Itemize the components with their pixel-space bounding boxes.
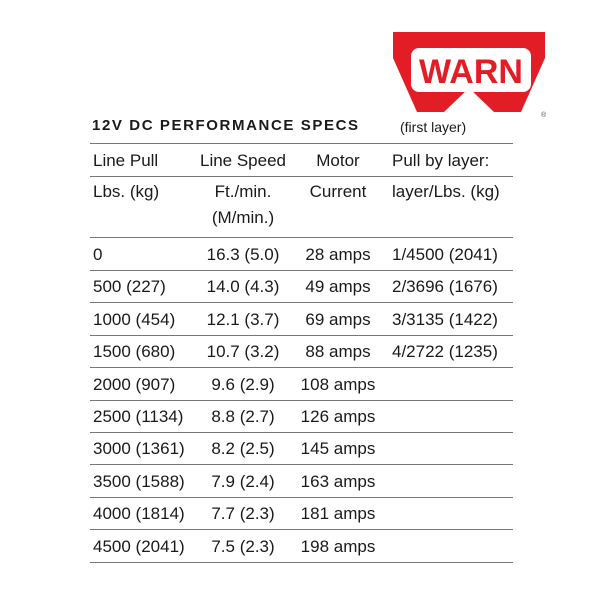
table-cell: 198 amps <box>300 536 376 556</box>
row-rule <box>90 334 513 336</box>
table-cell: 108 amps <box>300 374 376 394</box>
table-cell: 7.9 (2.4) <box>211 471 275 491</box>
table-cell: 500 (227) <box>93 277 166 297</box>
table-cell: 8.8 (2.7) <box>211 407 275 426</box>
header-cell: Ft./min. (M/min.) <box>211 182 275 227</box>
row-rule <box>90 432 513 433</box>
table-cell: 3/3135 (1422) <box>392 309 498 329</box>
logo-panel <box>411 48 531 92</box>
row-rule <box>90 496 513 498</box>
table-cell: 10.7 (3.2) <box>206 342 280 362</box>
row-rule <box>90 399 513 401</box>
table-cell: 49 amps <box>305 277 371 297</box>
logo-text: WARN <box>419 53 523 91</box>
table-cell: 28 amps <box>305 245 371 264</box>
table-cell: 3000 (1361) <box>93 439 185 459</box>
table-cell: 16.3 (5.0) <box>206 245 280 264</box>
row-rule <box>90 143 513 144</box>
logo: WARN ® <box>393 32 547 119</box>
row-rule <box>90 270 513 271</box>
row-rule <box>90 176 513 177</box>
title: 12V DC PERFORMANCE SPECS <box>92 117 360 134</box>
table-cell: 1000 (454) <box>93 309 176 329</box>
header-cell: Current <box>309 182 367 201</box>
header-cell: Line Speed <box>199 151 287 170</box>
table-cell: 4/2722 (1235) <box>392 342 498 362</box>
header-cell: Line Pull <box>93 151 159 170</box>
table-cell: 181 amps <box>300 504 376 524</box>
table-cell: 2/3696 (1676) <box>392 277 498 297</box>
table-cell: 3500 (1588) <box>93 471 185 491</box>
table-cell: 4500 (2041) <box>93 536 185 556</box>
table-cell: 7.5 (2.3) <box>211 536 275 556</box>
table-cell: 1/4500 (2041) <box>392 245 498 264</box>
row-rule <box>90 561 513 563</box>
table-cell: 145 amps <box>300 439 376 459</box>
table-cell: 8.2 (2.5) <box>211 439 275 459</box>
row-rule <box>90 367 513 369</box>
table-cell: 7.7 (2.3) <box>211 504 275 524</box>
row-rule <box>90 464 513 466</box>
row-rule <box>90 237 513 238</box>
table-cell: 1500 (680) <box>93 342 176 362</box>
table-cell: 0 <box>93 245 103 264</box>
header-cell: Motor <box>316 151 360 170</box>
table-cell: 4000 (1814) <box>93 504 185 524</box>
table-cell: 88 amps <box>305 342 371 362</box>
table-cell: 69 amps <box>305 309 371 329</box>
logo-mark: ® <box>541 111 547 119</box>
header-cell: Lbs. (kg) <box>93 182 160 201</box>
header-cell: layer/Lbs. (kg) <box>392 182 500 201</box>
table-cell: 12.1 (3.7) <box>206 309 280 329</box>
subtitle: (first layer) <box>400 119 467 135</box>
table-cell: 2500 (1134) <box>93 407 184 426</box>
row-rule <box>90 529 513 531</box>
table-cell: 2000 (907) <box>93 374 176 394</box>
table-cell: 14.0 (4.3) <box>206 277 280 297</box>
table-cell: 9.6 (2.9) <box>211 374 275 394</box>
table-cell: 126 amps <box>300 407 376 426</box>
row-rule <box>90 302 513 304</box>
table-cell: 163 amps <box>300 471 376 491</box>
header-cell: Pull by layer: <box>392 151 490 170</box>
